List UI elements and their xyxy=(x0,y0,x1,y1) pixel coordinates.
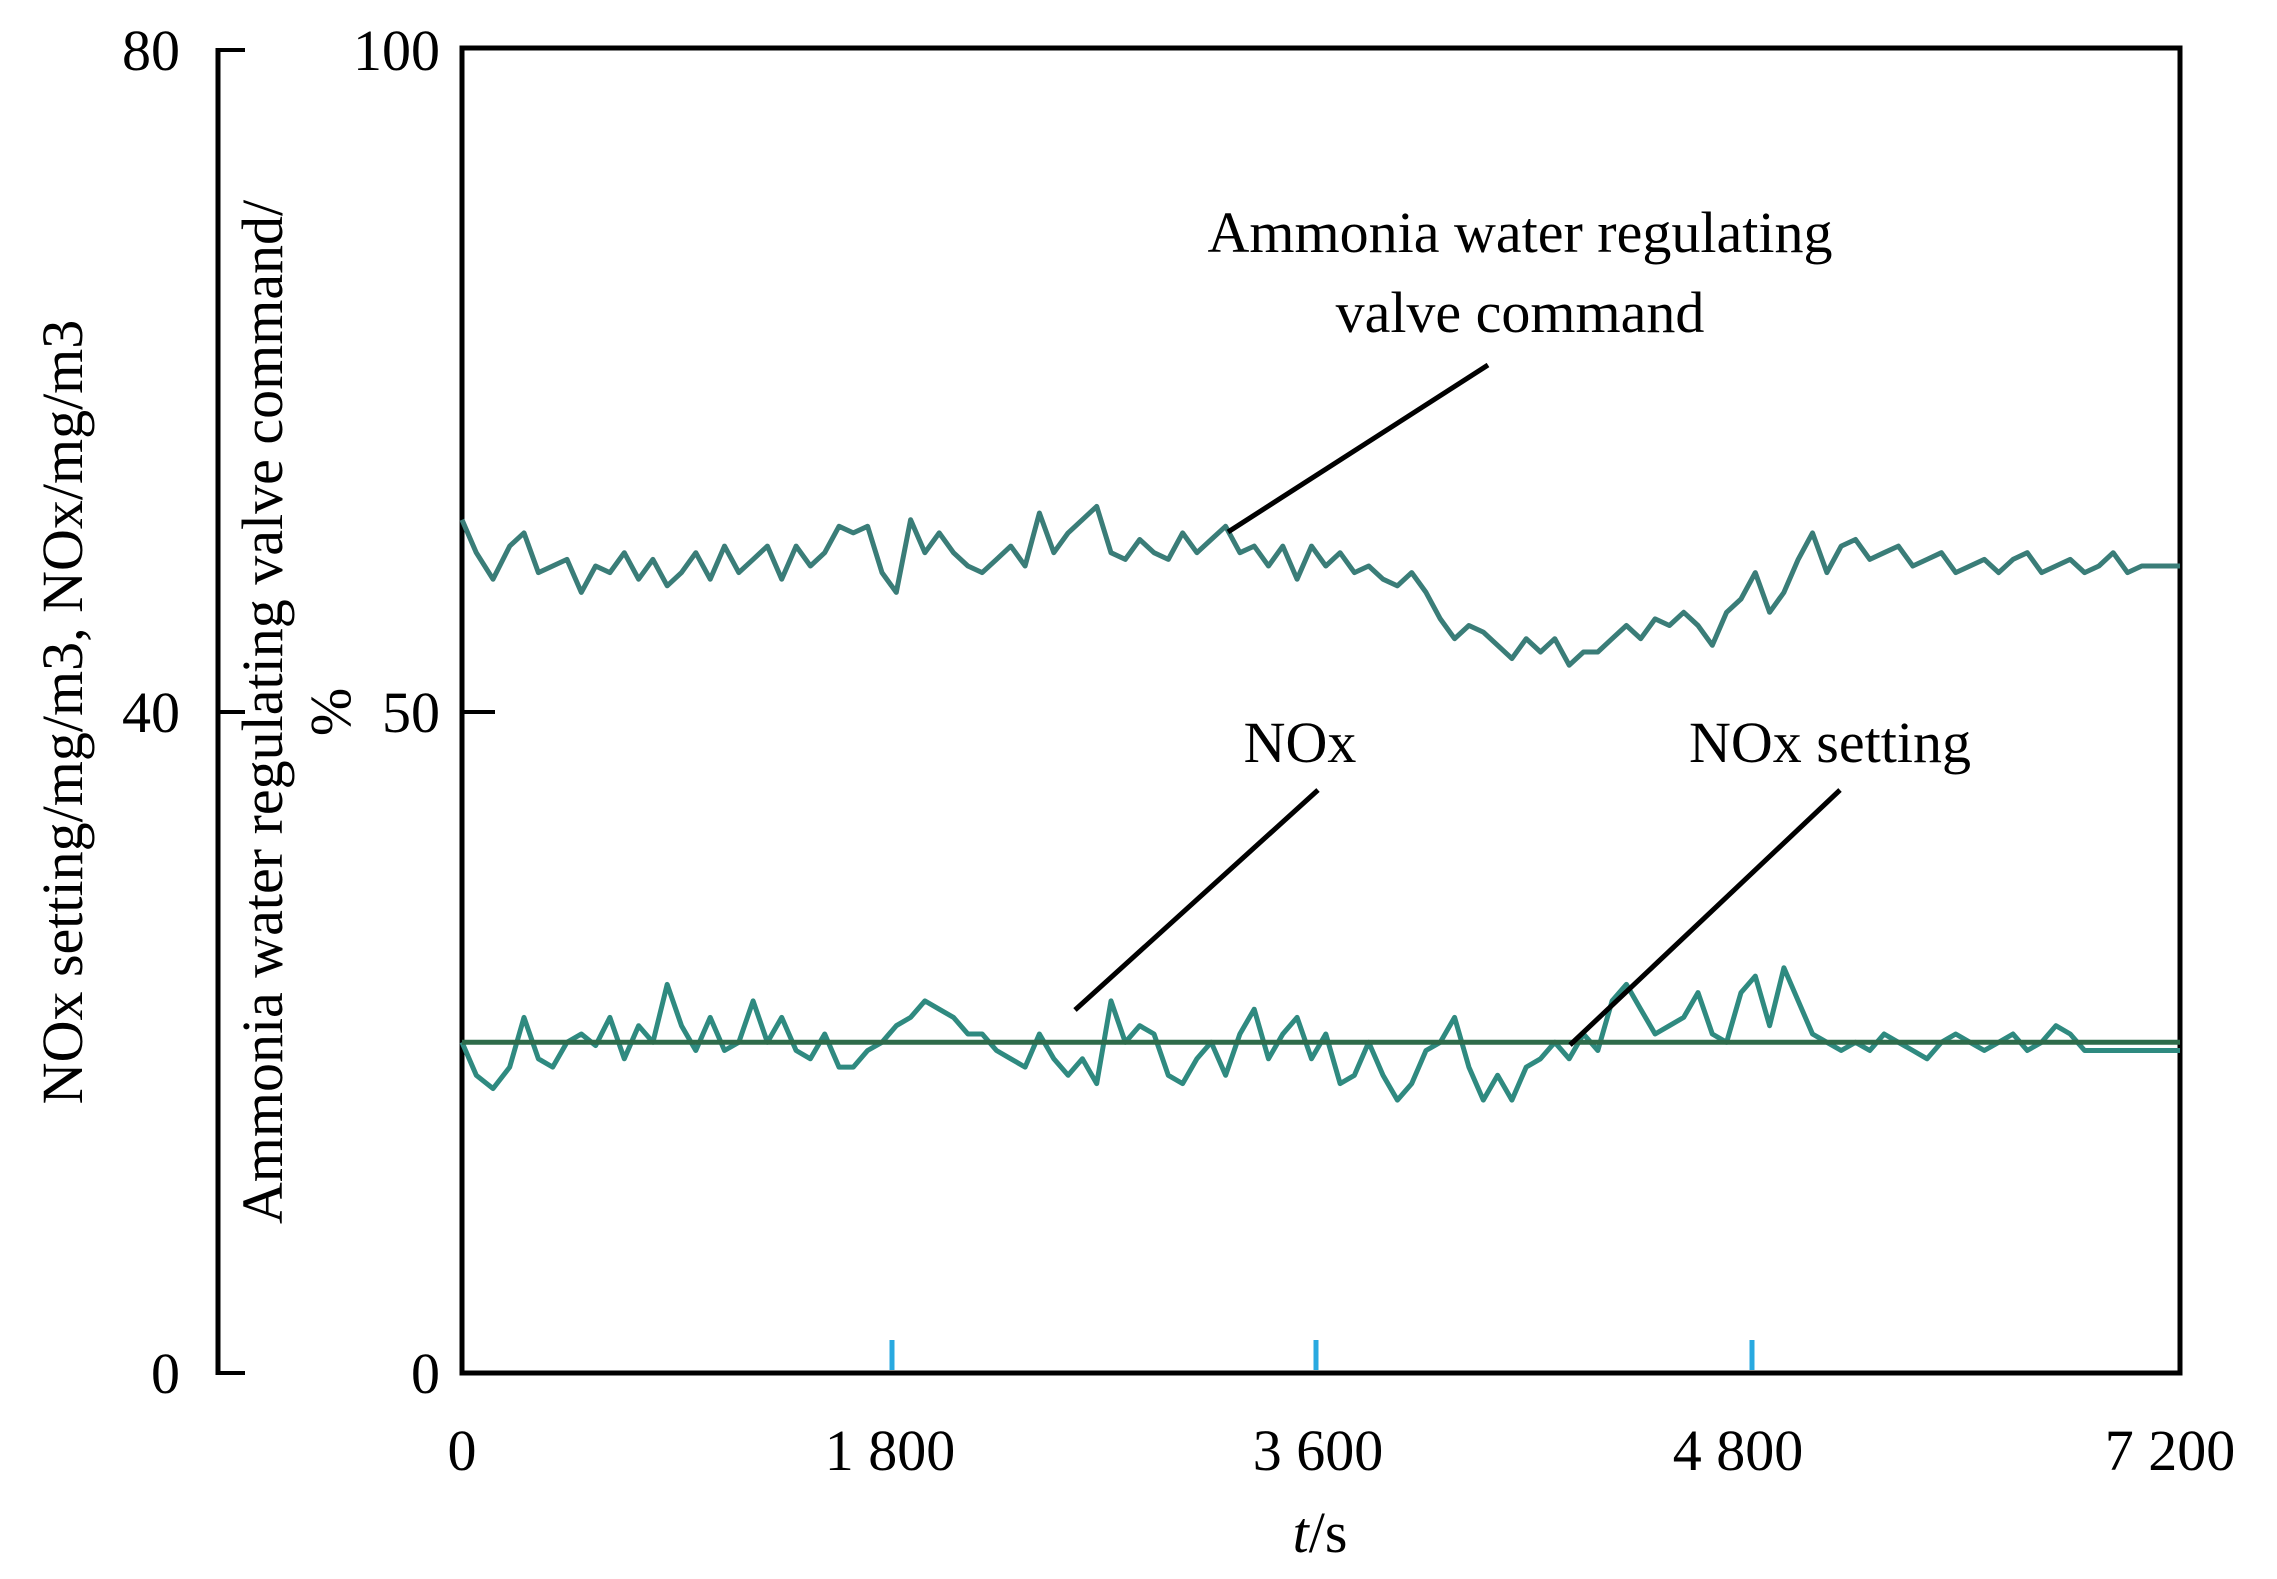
series-line-valve-command xyxy=(459,503,2180,668)
annotation-leader-nox-setting xyxy=(1568,788,1842,1047)
right-tick-label: 50 xyxy=(382,680,440,745)
x-tick-label: 0 xyxy=(448,1418,477,1483)
x-tick-label: 4 800 xyxy=(1673,1418,1804,1483)
annotation-valve-line2: valve command xyxy=(1336,280,1705,345)
left-tick-label: 80 xyxy=(122,18,180,83)
x-tick-label: 3 600 xyxy=(1253,1418,1384,1483)
annotation-nox: NOx xyxy=(1244,710,1357,775)
x-tick-label: 1 800 xyxy=(825,1418,956,1483)
y-right-axis-title-line2: % xyxy=(298,688,363,736)
y-right-axis-title-line1: Ammonia water regulating valve command/ xyxy=(230,199,295,1224)
x-axis-title-unit: /s xyxy=(1309,1500,1348,1565)
x-axis-title: t/s xyxy=(1293,1500,1348,1565)
series-line-nox xyxy=(459,965,2180,1103)
right-tick-label: 100 xyxy=(353,18,440,83)
annotation-valve-line1: Ammonia water regulating xyxy=(1208,200,1833,265)
x-tick-label: 7 200 xyxy=(2105,1418,2236,1483)
left-tick-label: 40 xyxy=(122,680,180,745)
y-left-axis-title: NOx setting/mg/m3, NOx/mg/m3 xyxy=(30,320,95,1105)
annotation-nox-setting: NOx setting xyxy=(1689,710,1971,775)
left-tick-label: 0 xyxy=(151,1341,180,1406)
x-axis-title-var: t xyxy=(1293,1500,1311,1565)
annotation-leader-valve xyxy=(1226,362,1490,535)
right-tick-label: 0 xyxy=(411,1341,440,1406)
annotation-leader-nox xyxy=(1073,788,1320,1012)
